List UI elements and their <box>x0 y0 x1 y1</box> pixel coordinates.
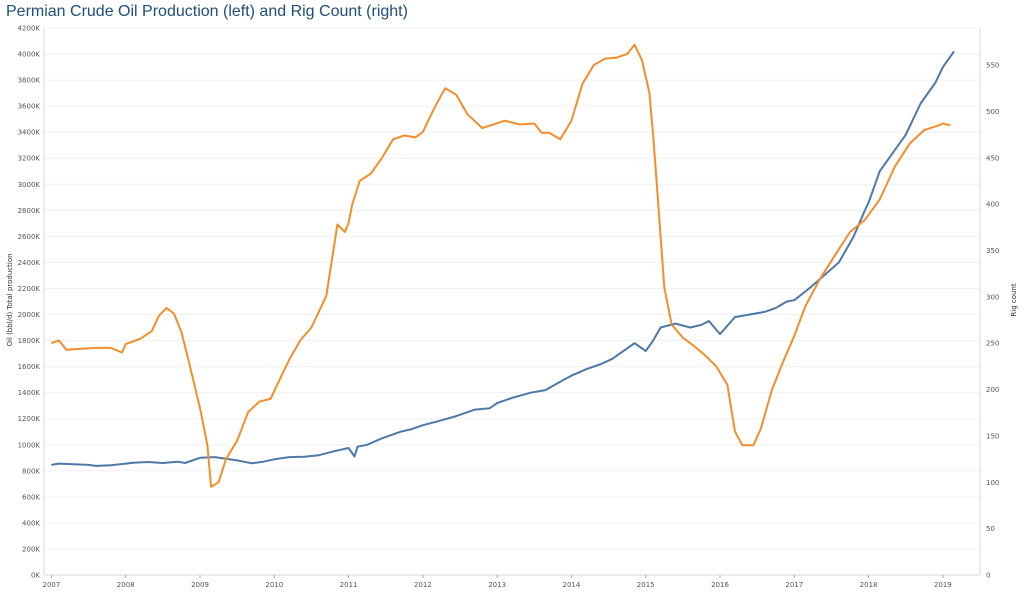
left-tick-label: 1800K <box>18 337 41 345</box>
right-tick-label: 150 <box>986 432 999 440</box>
left-tick-label: 3000K <box>18 181 41 189</box>
left-tick-label: 3200K <box>18 155 41 163</box>
x-tick-label: 2019 <box>934 581 952 589</box>
right-tick-label: 350 <box>986 247 999 255</box>
x-tick-label: 2007 <box>43 581 61 589</box>
left-y-axis: 0K 200K 400K 600K 800K 1000K 1200K 1400K 1600K 18… <box>18 25 45 580</box>
right-y-axis: 0 50 100 150 200 250 300 350 400 450 500 550 <box>979 28 999 580</box>
left-tick-label: 400K <box>22 519 40 527</box>
right-tick-label: 200 <box>986 386 999 394</box>
x-tick-label: 2009 <box>191 581 209 589</box>
x-tick-label: 2012 <box>414 581 432 589</box>
right-tick-label: 300 <box>986 293 999 301</box>
left-tick-label: 3400K <box>18 129 41 137</box>
left-tick-label: 1400K <box>18 389 41 397</box>
left-tick-label: 2000K <box>18 311 41 319</box>
left-tick-label: 1600K <box>18 363 41 371</box>
x-axis: 2007 2008 2009 2010 2011 2012 2013 2014 2015 2016… <box>43 574 980 589</box>
left-tick-label: 4200K <box>18 25 41 33</box>
left-tick-label: 3600K <box>18 103 41 111</box>
right-tick-label: 500 <box>986 108 999 116</box>
left-axis-label: Oil (bbl/d) Total production <box>6 253 14 346</box>
right-tick-label: 250 <box>986 340 999 348</box>
left-tick-label: 1000K <box>18 441 41 449</box>
left-tick-label: 2800K <box>18 207 41 215</box>
oil-production-line <box>51 50 955 467</box>
left-tick-label: 2400K <box>18 259 41 267</box>
left-tick-label: 200K <box>22 545 40 553</box>
x-tick-label: 2015 <box>637 581 655 589</box>
series-group <box>51 43 955 488</box>
x-tick-label: 2016 <box>711 581 729 589</box>
x-tick-label: 2013 <box>488 581 506 589</box>
x-tick-label: 2018 <box>860 581 878 589</box>
left-tick-label: 2200K <box>18 285 41 293</box>
left-tick-label: 4000K <box>18 51 41 59</box>
left-tick-label: 600K <box>22 493 40 501</box>
right-tick-label: 450 <box>986 154 999 162</box>
left-tick-label: 3800K <box>18 77 41 85</box>
right-tick-label: 0 <box>986 572 990 580</box>
left-tick-label: 0K <box>31 572 40 580</box>
left-tick-label: 2600K <box>18 233 41 241</box>
right-tick-label: 550 <box>986 62 999 70</box>
x-tick-label: 2017 <box>785 581 803 589</box>
chart-title: Permian Crude Oil Production (left) and … <box>6 3 408 20</box>
gridlines <box>44 27 980 576</box>
x-tick-label: 2008 <box>117 581 135 589</box>
x-tick-label: 2010 <box>265 581 283 589</box>
x-tick-label: 2014 <box>563 581 581 589</box>
right-axis-label: Rig count <box>1010 283 1018 316</box>
right-tick-label: 400 <box>986 201 999 209</box>
right-tick-label: 50 <box>986 525 995 533</box>
x-tick-label: 2011 <box>340 581 358 589</box>
left-tick-label: 800K <box>22 467 40 475</box>
left-tick-label: 1200K <box>18 415 41 423</box>
right-tick-label: 100 <box>986 479 999 487</box>
rig-count-line <box>51 43 951 488</box>
